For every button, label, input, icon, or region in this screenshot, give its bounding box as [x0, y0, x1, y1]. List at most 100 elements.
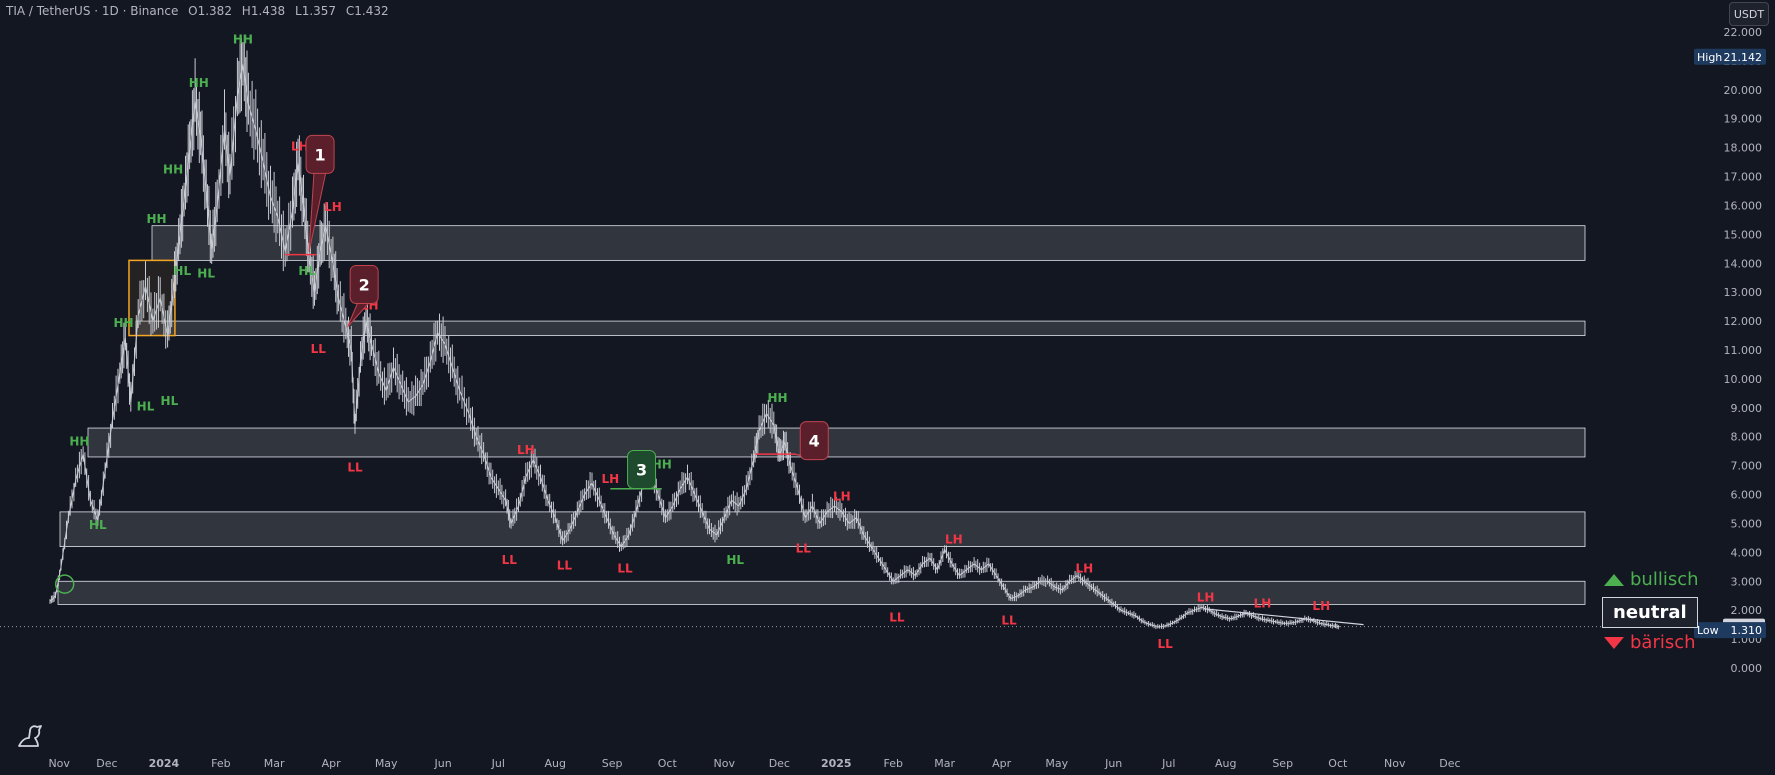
swing-label-lh: LH	[601, 472, 619, 486]
ohlc-open: O1.382	[188, 4, 232, 18]
sr-zone	[57, 580, 1586, 605]
swing-label-ll: LL	[617, 562, 633, 576]
callout-box	[305, 134, 335, 174]
callout-box	[799, 421, 829, 461]
y-tick-label: 3.000	[1731, 575, 1763, 588]
swing-label-lh: LH	[945, 533, 963, 547]
breakout-circle	[54, 574, 75, 594]
legend-bearish: bärisch	[1604, 632, 1696, 653]
swing-label-hl: HL	[89, 518, 107, 532]
sr-zone	[59, 511, 1586, 547]
y-tick-label: 2.000	[1731, 604, 1763, 617]
x-tick-label: Jul	[491, 757, 505, 770]
x-tick-label: Aug	[544, 757, 565, 770]
arrow-up-icon	[1604, 573, 1624, 586]
series-line	[49, 63, 1340, 628]
x-tick-label: 2024	[149, 757, 180, 770]
swing-label-lh: LH	[1075, 562, 1093, 576]
sr-zone	[135, 320, 1586, 336]
swing-label-lh: LH	[517, 443, 535, 457]
y-tick-label: 14.000	[1724, 257, 1763, 270]
sr-zone	[151, 225, 1586, 261]
y-tick-label: 6.000	[1731, 489, 1763, 502]
y-tick-label: 7.000	[1731, 460, 1763, 473]
callout-number: 2	[359, 276, 370, 295]
swing-label-hh: HH	[69, 434, 89, 448]
legend-neutral: neutral	[1602, 597, 1698, 628]
trendline	[1203, 608, 1364, 626]
x-tick-label: May	[1045, 757, 1068, 770]
y-tick-label: 8.000	[1731, 431, 1763, 444]
swing-label-hl: HL	[173, 264, 191, 278]
callout-number: 1	[314, 145, 325, 164]
ohlc-high: H1.438	[241, 4, 286, 18]
y-tick-label: 13.000	[1724, 286, 1763, 299]
swing-label-hh: HH	[652, 458, 672, 472]
ohlc-low: L1.357	[295, 4, 337, 18]
swing-label-ll: LL	[557, 559, 573, 573]
swing-label-hl: HL	[161, 394, 179, 408]
swing-label-ll: LL	[889, 611, 905, 625]
arrow-down-icon	[1604, 636, 1624, 649]
tradingview-dino-icon[interactable]	[16, 722, 46, 750]
swing-label-hh: HH	[113, 316, 133, 330]
swing-label-ll: LL	[796, 541, 812, 555]
x-tick-label: Feb	[883, 757, 902, 770]
swing-label-lh: LH	[833, 489, 851, 503]
low-badge-value: 1.310	[1731, 624, 1763, 637]
sr-zone	[87, 427, 1586, 458]
low-badge	[1694, 622, 1766, 639]
callout-box	[349, 265, 379, 305]
swing-label-ll: LL	[347, 460, 363, 474]
x-tick-label: Mar	[264, 757, 285, 770]
x-tick-label: Sep	[1272, 757, 1293, 770]
x-tick-label: Nov	[1384, 757, 1406, 770]
y-tick-label: 9.000	[1731, 402, 1763, 415]
swing-label-hh: HH	[147, 212, 167, 226]
swing-label-ll: LL	[1157, 637, 1173, 651]
swing-label-hh: HH	[767, 391, 787, 405]
y-tick-label: 17.000	[1724, 171, 1763, 184]
callout-number: 3	[636, 461, 647, 480]
swing-label-hh: HH	[163, 163, 183, 177]
x-tick-label: Apr	[992, 757, 1012, 770]
x-tick-label: Sep	[602, 757, 623, 770]
swing-label-lh: LH	[324, 200, 342, 214]
x-tick-label: Aug	[1215, 757, 1236, 770]
legend-bullish-label: bullisch	[1630, 569, 1699, 590]
swing-label-ll: LL	[311, 342, 327, 356]
swing-label-lh: LH	[1197, 591, 1215, 605]
x-tick-label: Jun	[1104, 757, 1122, 770]
symbol-info: TIA / TetherUS · 1D · Binance	[6, 4, 179, 18]
x-tick-label: Nov	[48, 757, 70, 770]
swing-label-hh: HH	[189, 76, 209, 90]
y-tick-label: 0.000	[1731, 662, 1763, 675]
legend-bearish-label: bärisch	[1630, 632, 1696, 653]
x-tick-label: Apr	[322, 757, 342, 770]
high-badge-label: High	[1697, 51, 1722, 64]
y-tick-label: 22.000	[1724, 26, 1763, 39]
swing-label-hl: HL	[137, 400, 155, 414]
x-tick-label: Dec	[769, 757, 790, 770]
x-tick-label: 2025	[821, 757, 852, 770]
y-tick-label: 20.000	[1724, 84, 1763, 97]
swing-label-lh: LH	[1312, 599, 1330, 613]
high-badge-value: 21.142	[1724, 51, 1763, 64]
y-tick-label: 4.000	[1731, 546, 1763, 559]
y-tick-label: 11.000	[1724, 344, 1763, 357]
x-tick-label: Jun	[434, 757, 452, 770]
x-tick-label: Oct	[658, 757, 678, 770]
currency-button[interactable]: USDT	[1729, 2, 1769, 26]
x-tick-label: May	[375, 757, 398, 770]
y-tick-label: 15.000	[1724, 228, 1763, 241]
swing-label-hl: HL	[726, 553, 744, 567]
swing-label-lh: LH	[291, 140, 309, 154]
x-tick-label: Dec	[96, 757, 117, 770]
y-tick-label: 18.000	[1724, 142, 1763, 155]
x-tick-label: Feb	[211, 757, 230, 770]
x-tick-label: Jul	[1161, 757, 1175, 770]
y-tick-label: 5.000	[1731, 517, 1763, 530]
symbol-header: TIA / TetherUS · 1D · Binance O1.382 H1.…	[6, 4, 395, 18]
y-tick-label: 19.000	[1724, 113, 1763, 126]
